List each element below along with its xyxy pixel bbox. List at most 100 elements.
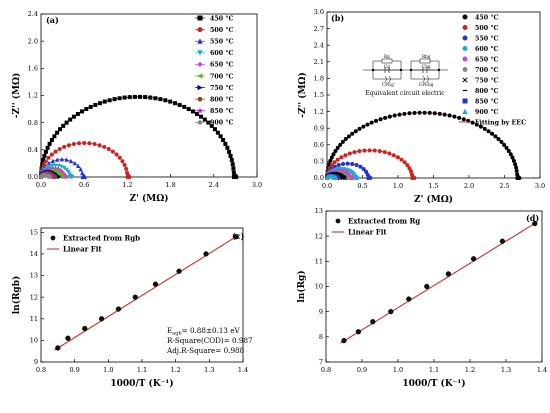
data-point — [98, 316, 105, 322]
data-point — [107, 98, 112, 103]
data-point — [176, 268, 182, 274]
resistor-symbol — [419, 58, 431, 64]
data-point — [333, 149, 338, 154]
x-tick-label: 1.3 — [204, 366, 214, 374]
y-tick-label: 1.2 — [314, 108, 324, 116]
x-axis-label: 1000/T (K⁻¹) — [402, 378, 465, 389]
data-point — [120, 159, 125, 164]
data-point — [57, 147, 62, 152]
data-point — [202, 117, 207, 122]
panel-label: (a) — [46, 15, 59, 25]
x-tick-label: 2.4 — [209, 181, 219, 189]
data-point — [80, 109, 85, 114]
data-point — [341, 161, 346, 166]
data-point — [132, 294, 138, 300]
x-tick-label: 3.0 — [252, 181, 262, 189]
x-tick-label: 1.5 — [428, 182, 438, 190]
y-tick-label: 0.4 — [28, 146, 38, 154]
data-point — [172, 101, 177, 106]
legend-marker — [462, 98, 468, 104]
legend-label: Linear Fit — [63, 245, 102, 254]
data-point — [227, 149, 232, 154]
x-tick-label: 1.4 — [238, 366, 248, 374]
data-point — [427, 110, 432, 115]
y-tick-label: 3.0 — [314, 8, 324, 16]
y-tick-label: 11 — [315, 258, 323, 266]
legend-marker — [197, 73, 203, 79]
data-point — [365, 122, 370, 127]
legend-marker — [197, 119, 203, 125]
y-tick-label: 7 — [319, 358, 323, 366]
data-point — [190, 109, 195, 114]
data-point — [110, 149, 115, 154]
data-point — [358, 164, 363, 169]
data-point — [92, 142, 97, 147]
data-point — [102, 99, 107, 104]
data-point — [102, 144, 107, 149]
x-axis-label: Z' (MΩ) — [130, 193, 169, 204]
y-tick-label: 0.3 — [314, 158, 324, 166]
data-point — [114, 152, 119, 157]
data-point — [231, 166, 236, 171]
data-point — [55, 345, 61, 351]
data-point — [364, 169, 369, 174]
y-tick-label: 1.6 — [28, 65, 38, 73]
x-tick-label: 1.0 — [103, 366, 113, 374]
data-point — [234, 175, 239, 180]
data-point — [424, 283, 430, 290]
legend-marker — [197, 96, 203, 102]
data-point — [355, 329, 362, 335]
data-point — [48, 174, 53, 179]
data-point — [350, 161, 355, 166]
data-point — [357, 126, 362, 131]
legend-label: 500 °C — [475, 25, 499, 32]
data-point — [328, 158, 333, 163]
data-point — [502, 142, 507, 147]
legend-label: 450 °C — [475, 14, 499, 21]
data-point — [88, 104, 93, 109]
legend-label: 600 °C — [475, 46, 499, 53]
data-point — [399, 157, 404, 162]
legend-label: 800 °C — [210, 97, 234, 104]
data-point — [514, 165, 519, 170]
data-point — [335, 157, 340, 162]
data-point — [350, 131, 355, 136]
x-axis-label: 1000/T (K⁻¹) — [110, 378, 173, 389]
data-point — [46, 155, 51, 160]
panel-a: 0.0 0.6 1.2 1.8 2.4 3.0 0.0 0.4 0.8 1.2 1.6 2.0 2.4 Z… — [11, 10, 262, 204]
data-point — [42, 153, 47, 158]
circuit-node — [371, 68, 375, 72]
data-point — [58, 127, 63, 132]
y-tick-label: 0.9 — [314, 124, 324, 132]
data-point — [199, 114, 204, 119]
data-point — [412, 110, 417, 115]
x-tick-label: 1.0 — [393, 182, 403, 190]
inset-label: Cbg — [422, 64, 431, 69]
data-point — [55, 130, 60, 135]
y-tick-label: 2.4 — [28, 10, 38, 18]
data-point — [68, 117, 73, 122]
data-point — [332, 160, 337, 165]
x-tick-label: 1.0 — [393, 366, 403, 374]
data-point — [221, 138, 226, 143]
data-point — [61, 123, 66, 128]
inset-label: CPEg — [382, 82, 394, 87]
x-tick-label: 0.8 — [321, 366, 331, 374]
data-point — [45, 145, 50, 150]
data-point — [55, 157, 60, 162]
legend-label: 700 °C — [210, 73, 234, 80]
y-tick-label: 9 — [34, 358, 38, 366]
x-tick-label: 0.9 — [69, 366, 79, 374]
data-point — [331, 152, 336, 157]
data-point — [117, 96, 122, 101]
data-point — [177, 102, 182, 107]
legend-marker — [462, 77, 468, 83]
y-tick-label: 10 — [30, 337, 38, 345]
legend-marker — [197, 84, 203, 91]
data-point — [82, 141, 87, 146]
activation-energy-annotation: Eagb= 0.88±0.13 eV — [167, 326, 241, 337]
legend-label: 800 °C — [475, 88, 499, 95]
data-point — [452, 114, 457, 119]
data-point — [511, 158, 516, 163]
legend-label: Extracted from Rgb — [63, 234, 140, 243]
